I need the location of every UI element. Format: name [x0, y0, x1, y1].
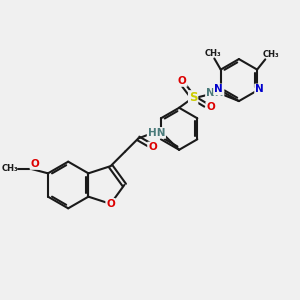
Text: O: O: [106, 199, 115, 209]
Text: NH: NH: [206, 88, 224, 98]
Text: O: O: [206, 102, 215, 112]
Text: O: O: [31, 159, 39, 169]
Text: O: O: [178, 76, 187, 86]
Text: O: O: [148, 142, 157, 152]
Text: N: N: [255, 84, 264, 94]
Text: CH₃: CH₃: [205, 49, 221, 58]
Text: N: N: [214, 84, 223, 94]
Text: HN: HN: [148, 128, 165, 138]
Text: CH₃: CH₃: [1, 164, 18, 173]
Text: CH₃: CH₃: [262, 50, 279, 59]
Text: S: S: [189, 91, 197, 104]
